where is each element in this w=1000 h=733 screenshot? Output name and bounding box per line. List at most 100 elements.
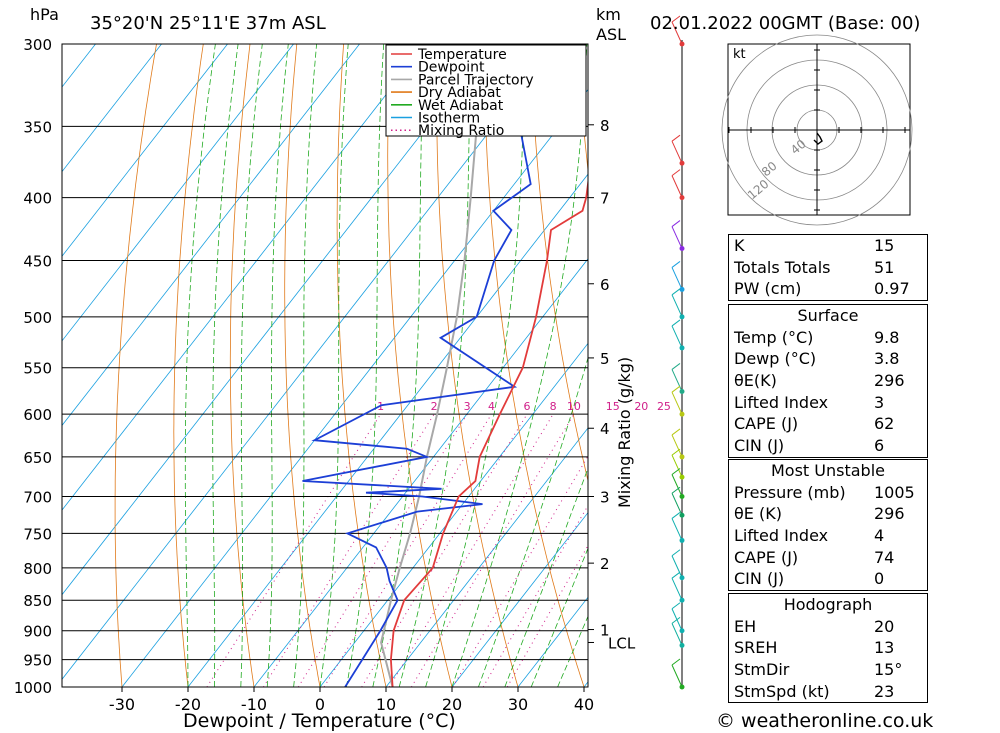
wind-column — [671, 15, 685, 690]
most-unstable-row: θE (K) 296 — [734, 504, 905, 524]
mixing-ratio-labels: 1 2 3 4 6 8 10 15 20 25 — [377, 400, 671, 413]
most-unstable-title: Most Unstable — [771, 461, 885, 480]
pressure-tick-label: 700 — [23, 489, 52, 507]
isotherm-line — [451, 511, 588, 687]
wind-barb-shaft — [671, 175, 683, 198]
wind-barb-flag — [671, 468, 681, 475]
km-label: km — [596, 5, 621, 24]
isotherm-line — [319, 342, 588, 687]
mixing-ratio-axis-title: Mixing Ratio (g/kg) — [615, 357, 634, 508]
mixing-ratio-line — [361, 413, 528, 687]
mixing-ratio-label: 6 — [523, 400, 530, 413]
wet-adiabat-line — [398, 44, 472, 687]
wet-adiabat-line — [557, 615, 588, 687]
mixing-ratio-label: 2 — [431, 400, 438, 413]
pressure-tick-label: 650 — [23, 449, 52, 467]
surface-table: Surface Temp (°C) 9.8 Dewp (°C) 3.8 θE(K) 2… — [728, 304, 928, 458]
pressure-tick-label: 400 — [23, 190, 52, 208]
dry-adiabat-line — [483, 44, 585, 687]
axes: 3003504004505005506006507007508008509009… — [14, 36, 636, 714]
wind-barb-shaft — [671, 226, 683, 249]
wind-barb-shaft — [671, 391, 683, 415]
isotherm-line — [385, 427, 588, 687]
wind-barb-flag — [671, 363, 681, 370]
surface-row: CAPE (J) 62 — [734, 414, 895, 434]
legend-box — [385, 44, 587, 137]
wind-barb-flag — [671, 261, 681, 268]
temperature-line — [389, 177, 588, 687]
mixing-ratio-label: 10 — [567, 400, 581, 413]
temperature-tick-label: -20 — [175, 695, 201, 714]
surface-title: Surface — [797, 306, 859, 325]
wind-barb-shaft — [671, 493, 683, 516]
wind-barb-shaft — [671, 518, 683, 541]
dry-adiabat-line — [336, 44, 387, 687]
wet-adiabat-line — [184, 44, 216, 687]
wind-barb-shaft — [671, 555, 683, 578]
isotherm-line — [62, 44, 228, 257]
legend-label: Isotherm — [418, 111, 480, 127]
pressure-tick-label: 600 — [23, 406, 52, 424]
isotherm-line — [121, 88, 588, 687]
legend-label: Mixing Ratio — [418, 123, 504, 139]
most-unstable-row: CIN (J) 0 — [734, 569, 885, 589]
parcel-trajectory-line — [380, 61, 483, 687]
km-tick-label: 8 — [600, 117, 610, 135]
mixing-ratio-line — [206, 413, 382, 687]
wind-barb-flag — [671, 169, 681, 177]
km-tick-label: 1 — [600, 622, 610, 640]
pressure-tick-label: 800 — [23, 560, 52, 578]
dry-adiabat-line — [577, 44, 588, 174]
legend-label: Wet Adiabat — [418, 98, 504, 114]
km-tick-label: 2 — [600, 555, 610, 573]
wind-barb-flag — [671, 428, 681, 436]
wind-barb-flag — [671, 448, 681, 456]
wind-barb-shaft — [671, 454, 683, 478]
most-unstable-row: Lifted Index 4 — [734, 526, 885, 546]
wet-adiabat-line — [504, 466, 588, 687]
wind-barb-flag — [671, 549, 681, 557]
hodograph-row: StmDir 15° — [734, 660, 903, 680]
wind-barb-shaft — [671, 369, 683, 392]
surface-row: θE(K) 296 — [734, 371, 905, 391]
km-tick-label: 4 — [600, 420, 610, 438]
profiles — [302, 44, 588, 687]
credit-text[interactable]: © weatheronline.co.uk — [716, 710, 934, 732]
pressure-tick-label: 1000 — [14, 679, 52, 697]
hodograph-title: Hodograph — [783, 595, 873, 614]
hodograph-row: SREH 13 — [734, 638, 895, 658]
legend-label: Parcel Trajectory — [418, 72, 534, 88]
dry-adiabat-line — [387, 44, 453, 687]
dry-adiabat-line — [114, 44, 157, 687]
surface-row: Lifted Index 3 — [734, 392, 885, 412]
isotherm-line — [187, 173, 588, 687]
temperature-tick-label: 0 — [315, 695, 325, 714]
wind-barb-shaft — [671, 267, 683, 290]
mixing-ratio-line — [506, 544, 588, 687]
pressure-tick-label: 550 — [23, 360, 52, 378]
km-tick-label: 5 — [600, 350, 610, 368]
dewpoint-line — [302, 44, 539, 687]
km-tick-label: 6 — [600, 276, 610, 294]
pressure-tick-label: 950 — [23, 652, 52, 670]
mixing-ratio-label: 4 — [488, 400, 495, 413]
index-row-k: K 15 — [734, 236, 895, 255]
wet-adiabat-line — [240, 44, 263, 687]
isotherm-line — [62, 44, 426, 511]
pressure-tick-label: 450 — [23, 253, 52, 271]
temperature-tick-label: 10 — [376, 695, 396, 714]
datetime-title: 02.01.2022 00GMT (Base: 00) — [650, 13, 920, 34]
mixing-ratio-line — [388, 413, 554, 687]
wind-barb-flag — [671, 571, 681, 579]
wet-adiabat-line — [293, 44, 317, 687]
legend-label: Dry Adiabat — [418, 85, 501, 101]
asl-label: ASL — [596, 25, 626, 44]
plot-frame — [61, 43, 589, 688]
mixing-ratio-label: 8 — [550, 400, 557, 413]
mixing-ratio-label: 25 — [657, 400, 671, 413]
wind-barb-shaft — [671, 577, 683, 601]
lcl-label: LCL — [608, 634, 636, 652]
